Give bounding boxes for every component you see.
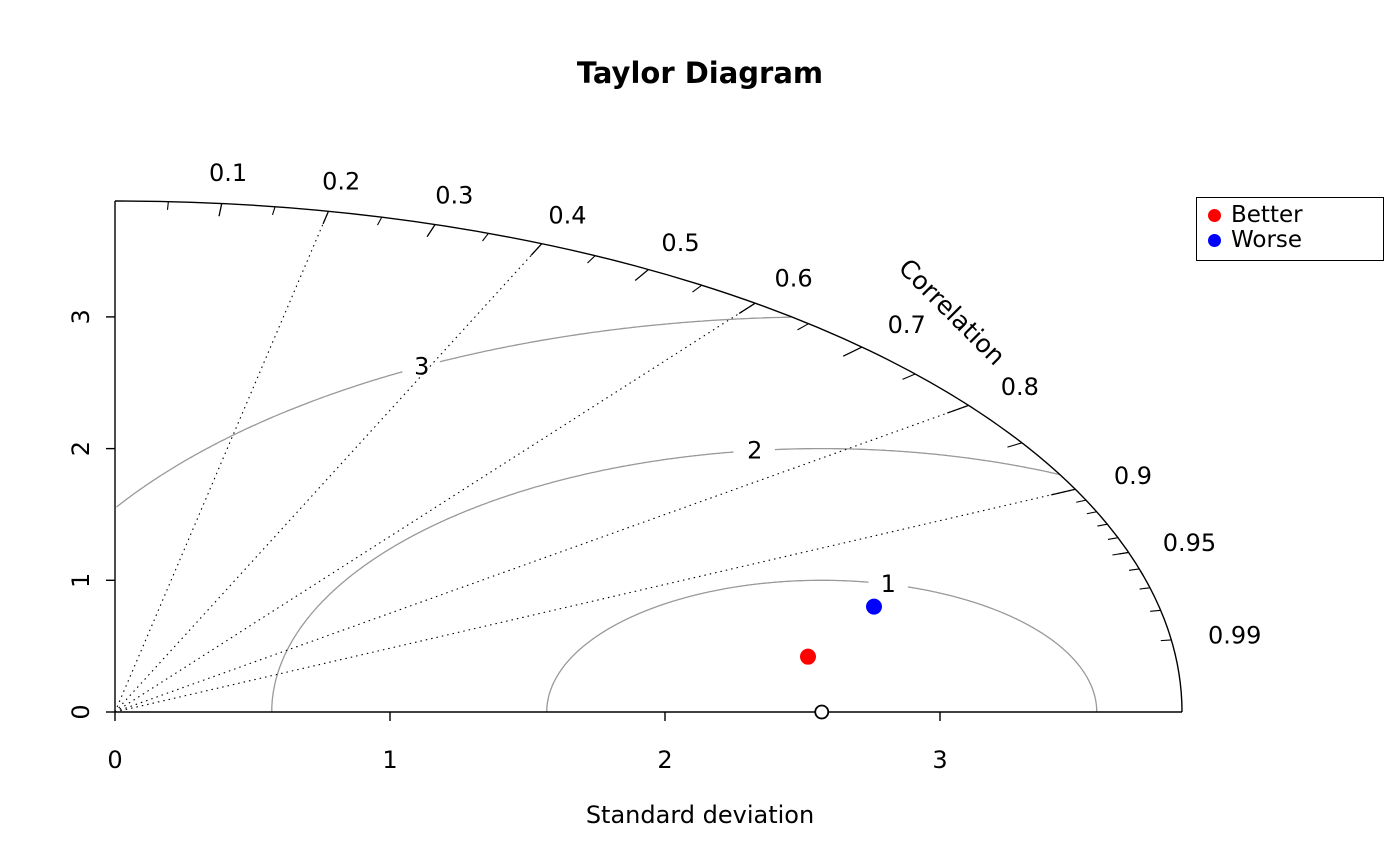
arc-tick [634,268,649,282]
arc-tick [271,206,276,216]
correlation-ray [114,488,1076,713]
x-tick-label: 3 [932,746,947,774]
rms-arc [439,316,792,363]
correlation-ray [114,404,969,713]
arc-tick [1007,442,1023,448]
correlation-tick-label: 0.8 [1001,373,1039,401]
arc-tick [1097,523,1108,527]
rms-arc-label: 1 [881,570,896,598]
arc-tick [482,232,489,242]
x-axis-label: Standard deviation [585,801,815,829]
arc-tick [902,373,916,380]
correlation-tick-label: 0.3 [435,181,473,209]
better-swatch-icon [1208,209,1221,222]
y-tick-label: 2 [67,441,95,456]
rms-arc [774,447,1060,476]
correlation-ray [114,302,756,713]
correlation-arc [114,200,1183,713]
correlation-tick-label: 0.5 [661,229,699,257]
rms-arc [271,451,734,712]
correlation-tick-label: 0.1 [209,159,247,187]
arc-tick [1160,639,1172,642]
legend-item-worse: Worse [1208,228,1373,253]
correlation-tick-label: 0.4 [548,202,586,230]
arc-tick [218,203,223,217]
rms-arc [907,586,1098,713]
rms-arc [546,579,869,712]
correlation-tick-label: 0.9 [1114,462,1152,490]
arc-tick [797,323,809,331]
arc-tick [166,201,169,210]
correlation-tick-label: 0.99 [1208,622,1261,650]
arc-tick [842,346,863,357]
arc-tick [322,211,329,225]
arc-tick [1129,568,1140,571]
correlation-ray [114,211,329,713]
arc-tick [738,302,756,314]
correlation-tick-label: 0.6 [775,265,813,293]
arc-tick [587,255,596,264]
arc-tick [1139,587,1151,590]
y-tick-label: 0 [67,704,95,719]
arc-tick [692,284,703,293]
y-tick-label: 3 [67,309,95,324]
correlation-tick-label: 0.2 [322,167,360,195]
rms-arc-label: 2 [747,437,762,465]
arc-tick [1118,551,1129,555]
arc-tick [1051,488,1076,496]
correlation-ray [114,243,543,713]
y-tick-label: 1 [67,573,95,588]
legend-item-better: Better [1208,203,1373,228]
legend-label-worse: Worse [1231,227,1303,253]
arc-tick [1150,609,1161,612]
x-tick-label: 0 [107,746,122,774]
arc-tick [1076,499,1087,503]
correlation-tick-label: 0.7 [888,311,926,339]
x-tick-label: 2 [657,746,672,774]
worse-swatch-icon [1208,234,1221,247]
legend: Better Worse [1196,197,1384,261]
arc-tick [530,243,543,256]
data-point-better [800,648,816,665]
rms-arc-label: 3 [414,352,429,380]
chart-title: Taylor Diagram [576,56,824,90]
arc-tick [1107,537,1119,540]
rms-arc [116,371,403,508]
arc-tick [426,224,436,238]
arc-tick [1086,511,1097,515]
data-point-worse [866,598,882,615]
x-tick-label: 1 [382,746,397,774]
correlation-tick-label: 0.95 [1163,529,1216,557]
arc-tick [376,216,383,226]
legend-label-better: Better [1231,202,1303,228]
arc-tick [947,404,969,414]
reference-point [814,704,830,720]
